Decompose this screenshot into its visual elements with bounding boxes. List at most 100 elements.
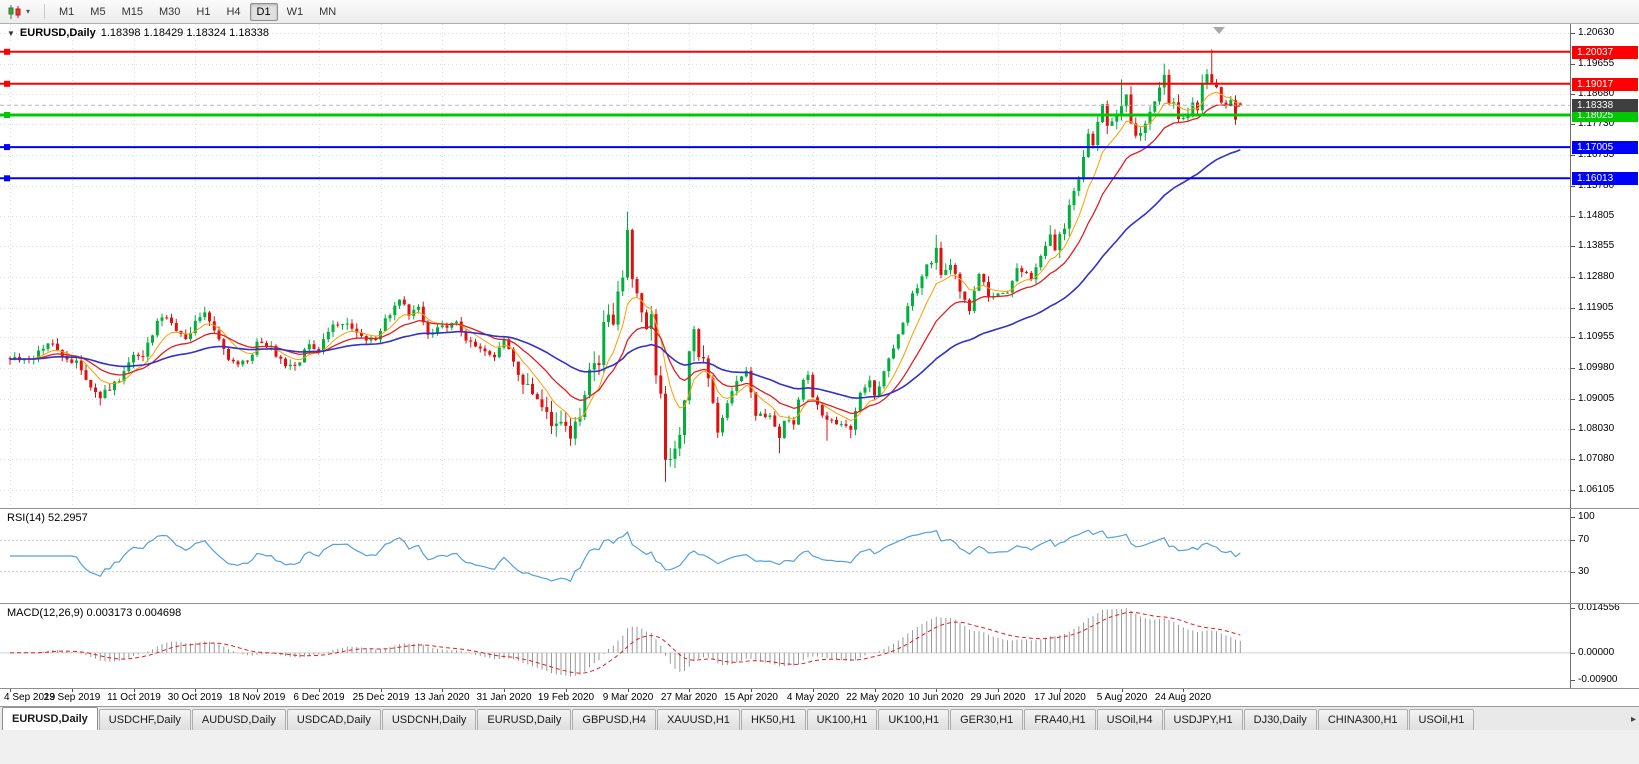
rsi-canvas[interactable]: RSI(14) 52.2957 — [0, 509, 1570, 603]
one-click-trading-arrow-icon[interactable]: ▼ — [7, 28, 15, 38]
timeframe-button-w1[interactable]: W1 — [286, 5, 304, 18]
chart-tab-15[interactable]: USDJPY,H1 — [1163, 709, 1243, 730]
timeframe-buttons: M1 M5 M15 M30 H1 H4 D1 W1 MN — [51, 2, 344, 21]
level-line-handle[interactable] — [4, 80, 10, 87]
tab-scroll-right-icon[interactable]: ▸ — [1630, 714, 1636, 725]
date-label: 5 Aug 2020 — [1096, 692, 1148, 703]
price-tick-label: 1.10955 — [1578, 331, 1615, 342]
timeframe-button-mn[interactable]: MN — [319, 5, 337, 18]
chart-tab-3[interactable]: AUDUSD,Daily — [191, 709, 286, 730]
moving-average-18-line — [9, 103, 1241, 415]
chart-tab-16[interactable]: DJ30,Daily — [1243, 709, 1317, 730]
time-tickmark — [689, 689, 690, 692]
chart-tab-12[interactable]: GER30,H1 — [950, 709, 1024, 730]
main-chart-canvas[interactable]: ▼ EURUSD,Daily 1.18398 1.18429 1.18324 1… — [0, 24, 1570, 508]
rsi-tick-label: 70 — [1578, 534, 1590, 545]
level-price-label: 1.17005 — [1572, 141, 1638, 154]
timeframe-button-d1[interactable]: D1 — [249, 2, 278, 21]
axis-tickmark — [1571, 64, 1575, 65]
level-price-label: 1.19017 — [1572, 78, 1638, 91]
chart-tab-14[interactable]: USOil,H4 — [1096, 709, 1163, 730]
toolbar-separator — [44, 4, 46, 19]
time-tickmark — [504, 689, 505, 692]
price-tick-label: 1.12880 — [1578, 271, 1615, 282]
chart-type-candlestick-icon[interactable] — [5, 3, 25, 21]
rsi-tick-label: 30 — [1578, 566, 1590, 577]
time-tickmark — [257, 689, 258, 692]
axis-tickmark — [1571, 337, 1575, 338]
macd-tick-label: 0.014556 — [1578, 604, 1620, 613]
moving-average-48-line — [9, 149, 1241, 399]
time-tickmark — [998, 689, 999, 692]
chart-tab-9[interactable]: HK50,H1 — [740, 709, 806, 730]
level-price-label: 1.16013 — [1572, 172, 1638, 185]
date-label: 22 May 2020 — [846, 692, 904, 703]
axis-tickmark — [1571, 572, 1575, 573]
axis-tickmark — [1571, 246, 1575, 247]
time-tickmark — [10, 689, 11, 692]
axis-tickmark — [1571, 517, 1575, 518]
date-label: 15 Apr 2020 — [724, 692, 778, 703]
level-line-handle[interactable] — [4, 144, 10, 151]
price-tick-label: 1.08030 — [1578, 423, 1615, 434]
chart-tab-2[interactable]: USDCHF,Daily — [98, 709, 191, 730]
chart-tab-18[interactable]: USOil,H1 — [1408, 709, 1475, 730]
axis-tickmark — [1571, 186, 1575, 187]
time-tickmark — [195, 689, 196, 692]
date-label: 6 Dec 2019 — [293, 692, 345, 703]
date-label: 9 Mar 2020 — [602, 692, 654, 703]
chart-type-dropdown-icon[interactable]: ▾ — [26, 7, 31, 16]
chart-tab-6[interactable]: EURUSD,Daily — [477, 709, 572, 730]
chart-tab-4[interactable]: USDCAD,Daily — [286, 709, 381, 730]
level-line-handle[interactable] — [4, 175, 10, 182]
axis-tickmark — [1571, 155, 1575, 156]
chart-tab-8[interactable]: XAUUSD,H1 — [656, 709, 740, 730]
main-chart-row: ▼ EURUSD,Daily 1.18398 1.18429 1.18324 1… — [0, 24, 1639, 508]
price-tick-label: 1.11905 — [1578, 302, 1614, 313]
timeframe-button-m1[interactable]: M1 — [59, 5, 75, 18]
chart-tab-10[interactable]: UK100,H1 — [806, 709, 878, 730]
chart-tab-1[interactable]: EURUSD,Daily — [2, 707, 98, 730]
time-tickmark — [72, 689, 73, 692]
axis-tickmark — [1571, 680, 1575, 681]
macd-svg — [0, 608, 1570, 677]
axis-tickmark — [1571, 277, 1575, 278]
level-price-label: 1.18025 — [1572, 109, 1638, 122]
time-tickmark — [751, 689, 752, 692]
toolbar: ▾ M1 M5 M15 M30 H1 H4 D1 W1 MN — [0, 0, 1639, 24]
date-label: 23 Sep 2019 — [43, 692, 101, 703]
chart-tabs-bar: EURUSD,Daily USDCHF,Daily AUDUSD,Daily USDC… — [0, 706, 1639, 730]
candlestick-glyph — [8, 4, 21, 19]
timeframe-button-m5[interactable]: M5 — [90, 5, 106, 18]
chart-tab-17[interactable]: CHINA300,H1 — [1317, 709, 1408, 730]
timeframe-button-m30[interactable]: M30 — [158, 5, 181, 18]
chart-title: ▼ EURUSD,Daily 1.18398 1.18429 1.18324 1… — [7, 27, 269, 39]
date-label: 19 Feb 2020 — [537, 692, 595, 703]
timeframe-button-m15[interactable]: M15 — [121, 5, 143, 18]
price-tick-label: 1.09980 — [1578, 362, 1615, 373]
chart-symbol-label: EURUSD,Daily — [19, 27, 96, 39]
price-tick-label: 1.18680 — [1578, 88, 1615, 99]
bottom-filler — [0, 730, 1639, 764]
date-label: 25 Dec 2019 — [352, 692, 410, 703]
date-label: 11 Oct 2019 — [107, 692, 161, 703]
timeframe-button-h1[interactable]: H1 — [196, 5, 211, 18]
timeframe-button-h4[interactable]: H4 — [226, 5, 241, 18]
level-line-handle[interactable] — [4, 48, 10, 55]
axis-tickmark — [1571, 308, 1575, 309]
chart-tab-7[interactable]: GBPUSD,H4 — [572, 709, 656, 730]
chart-tab-11[interactable]: UK100,H1 — [878, 709, 950, 730]
chart-tab-13[interactable]: FRA40,H1 — [1024, 709, 1096, 730]
rsi-panel: RSI(14) 52.2957 100 70 30 — [0, 508, 1639, 603]
chart-shift-marker-icon[interactable] — [1213, 27, 1225, 34]
axis-tickmark — [1571, 540, 1575, 541]
axis-tickmark — [1571, 216, 1575, 217]
time-tickmark — [134, 689, 135, 692]
chart-tab-5[interactable]: USDCNH,Daily — [381, 709, 477, 730]
rsi-tick-label: 100 — [1578, 511, 1595, 522]
rsi-line — [10, 529, 1241, 583]
macd-signal-line — [9, 611, 1241, 674]
level-line-handle[interactable] — [4, 112, 10, 118]
macd-canvas[interactable]: MACD(12,26,9) 0.003173 0.004698 — [0, 604, 1570, 688]
